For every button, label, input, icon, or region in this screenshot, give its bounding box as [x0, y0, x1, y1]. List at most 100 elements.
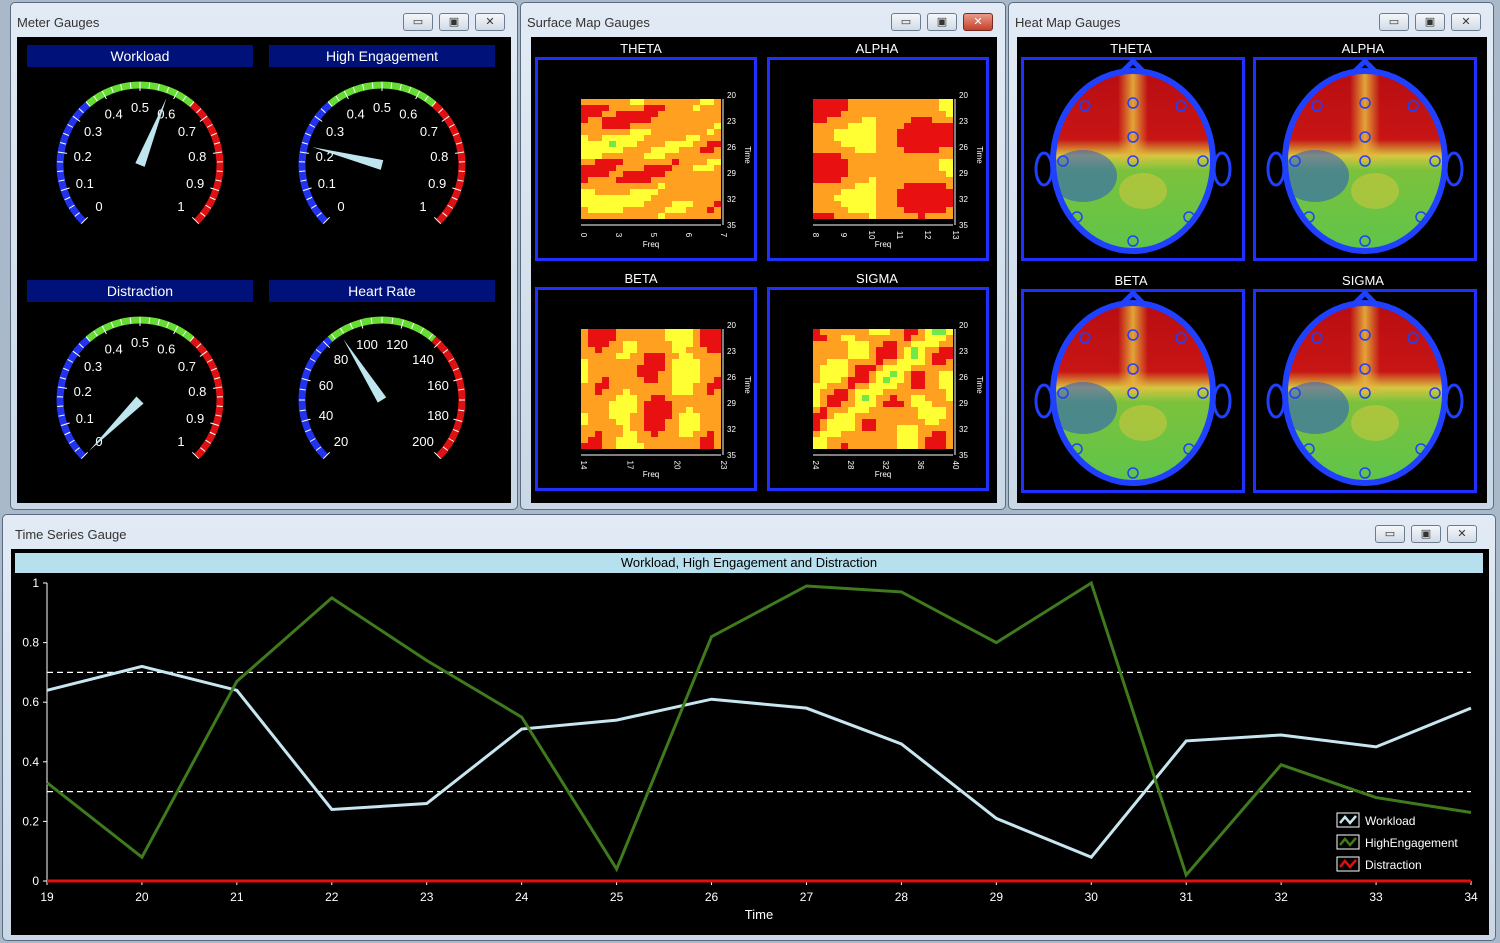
x-tick-label: 19	[40, 890, 54, 904]
surface-cell	[672, 431, 679, 437]
surface-cell	[665, 443, 672, 449]
surface-cell	[630, 207, 637, 213]
surface-cell	[665, 129, 672, 135]
surface-cell	[714, 401, 721, 407]
maximize-button[interactable]: ▣	[1415, 13, 1445, 31]
head-outline	[1282, 300, 1448, 486]
surface-cell	[637, 353, 644, 359]
surface-cell	[897, 383, 904, 389]
surface-cell	[602, 135, 609, 141]
surface-cell	[665, 389, 672, 395]
surface-x-tick-label: 14	[579, 461, 588, 470]
surface-cell	[848, 147, 855, 153]
surface-cell	[918, 195, 925, 201]
surface-cell	[897, 159, 904, 165]
window-title: Heat Map Gauges	[1015, 15, 1121, 30]
surface-cell	[841, 159, 848, 165]
close-button[interactable]: ✕	[1447, 525, 1477, 543]
surface-cell	[897, 165, 904, 171]
gauge-tick	[424, 95, 429, 102]
surface-cell	[869, 135, 876, 141]
minimize-button[interactable]: ▭	[891, 13, 921, 31]
surface-cell	[616, 201, 623, 207]
surface-map-alpha	[767, 57, 989, 261]
surface-cell	[651, 177, 658, 183]
surface-cell	[946, 329, 953, 335]
surface-cell	[595, 99, 602, 105]
surface-cell	[588, 353, 595, 359]
surface-cell	[644, 443, 651, 449]
surface-cell	[883, 353, 890, 359]
x-tick-label: 20	[135, 890, 149, 904]
surface-cell	[939, 201, 946, 207]
surface-cell	[637, 111, 644, 117]
surface-cell	[616, 129, 623, 135]
close-button[interactable]: ✕	[475, 13, 505, 31]
surface-cell	[827, 425, 834, 431]
surface-cell	[658, 129, 665, 135]
surface-cell	[946, 401, 953, 407]
minimize-button[interactable]: ▭	[1379, 13, 1409, 31]
surface-cell	[693, 395, 700, 401]
surface-cell	[609, 177, 616, 183]
surface-cell	[693, 177, 700, 183]
surface-cell	[693, 147, 700, 153]
surface-cell	[714, 371, 721, 377]
surface-cell	[946, 437, 953, 443]
surface-cell	[707, 413, 714, 419]
surface-cell	[897, 341, 904, 347]
surface-cell	[883, 431, 890, 437]
surface-cell	[595, 395, 602, 401]
surface-cell	[932, 347, 939, 353]
minimize-button[interactable]: ▭	[403, 13, 433, 31]
maximize-button[interactable]: ▣	[1411, 525, 1441, 543]
surface-cell	[827, 401, 834, 407]
surface-cell	[714, 395, 721, 401]
surface-cell	[911, 359, 918, 365]
surface-cell	[693, 383, 700, 389]
surface-cell	[609, 105, 616, 111]
surface-cell	[855, 207, 862, 213]
gauge-tick	[189, 336, 195, 342]
surface-cell	[658, 401, 665, 407]
surface-cell	[813, 195, 820, 201]
surface-cell	[813, 383, 820, 389]
maximize-button[interactable]: ▣	[927, 13, 957, 31]
surface-cell	[883, 359, 890, 365]
gauge-tick-label: 1	[419, 199, 426, 214]
window-title: Surface Map Gauges	[527, 15, 650, 30]
surface-cell	[827, 153, 834, 159]
surface-cell	[834, 437, 841, 443]
surface-cell	[911, 437, 918, 443]
surface-cell	[637, 329, 644, 335]
close-button[interactable]: ✕	[1451, 13, 1481, 31]
gauge-tick	[78, 108, 84, 114]
minimize-button[interactable]: ▭	[1375, 525, 1405, 543]
surface-cell	[820, 99, 827, 105]
surface-x-tick-label: 11	[895, 231, 904, 240]
surface-cell	[672, 111, 679, 117]
surface-cell	[693, 123, 700, 129]
maximize-button[interactable]: ▣	[439, 13, 469, 31]
surface-cell	[658, 213, 665, 219]
surface-cell	[890, 329, 897, 335]
surface-cell	[595, 135, 602, 141]
surface-cell	[862, 377, 869, 383]
surface-cell	[700, 371, 707, 377]
gauge-tick-label: 0.5	[131, 100, 149, 115]
surface-cell	[834, 153, 841, 159]
surface-cell	[644, 135, 651, 141]
surface-cell	[813, 407, 820, 413]
surface-cell	[834, 135, 841, 141]
surface-cell	[609, 407, 616, 413]
surface-cell	[918, 383, 925, 389]
surface-cell	[581, 147, 588, 153]
surface-cell	[911, 195, 918, 201]
surface-cell	[686, 329, 693, 335]
close-button[interactable]: ✕	[963, 13, 993, 31]
surface-cell	[623, 117, 630, 123]
surface-cell	[939, 431, 946, 437]
surface-cell	[616, 425, 623, 431]
surface-cell	[630, 401, 637, 407]
surface-cell	[714, 177, 721, 183]
